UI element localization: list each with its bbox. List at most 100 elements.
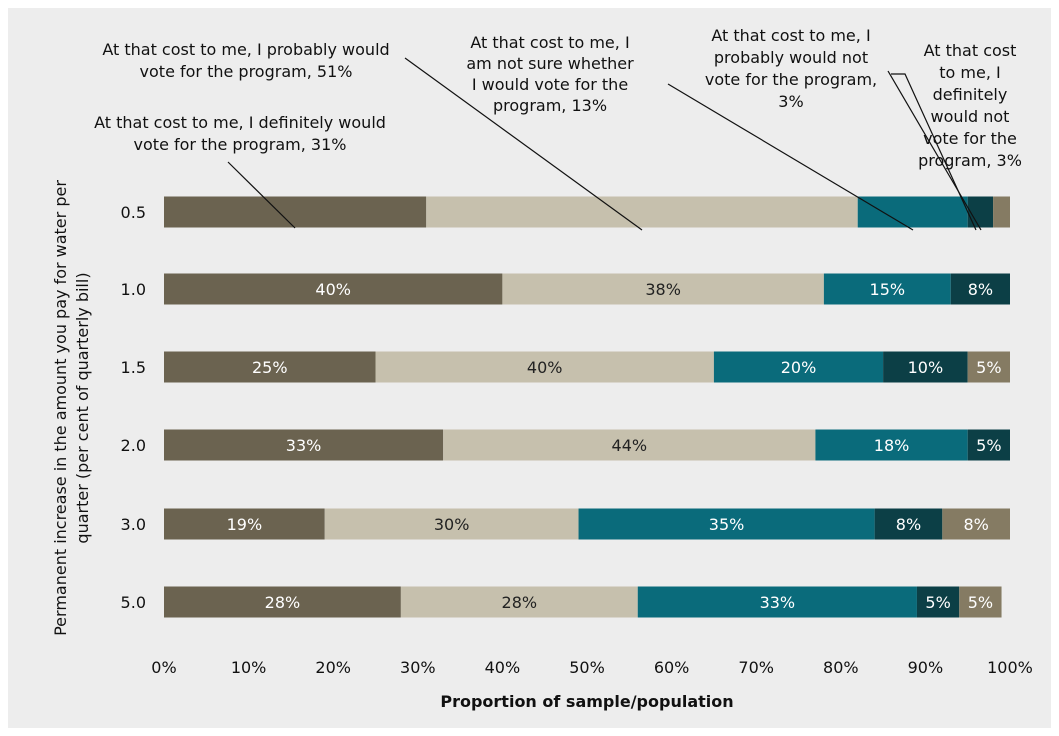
bar-segment bbox=[578, 508, 875, 540]
bar-segment bbox=[164, 508, 325, 540]
x-axis-title: Proportion of sample/population bbox=[440, 692, 733, 711]
annotation-text: 3% bbox=[778, 92, 803, 111]
x-tick-label: 50% bbox=[569, 658, 605, 677]
data-label: 20% bbox=[781, 358, 817, 377]
annotation-text: vote for the program, 51% bbox=[140, 62, 353, 81]
data-label: 18% bbox=[874, 436, 910, 455]
bar-segment bbox=[942, 508, 1010, 540]
data-label: 38% bbox=[645, 280, 681, 299]
x-tick-label: 70% bbox=[738, 658, 774, 677]
bar-segment bbox=[874, 508, 943, 540]
annotation-text: vote for the bbox=[923, 129, 1017, 148]
data-label: 8% bbox=[896, 515, 921, 534]
data-label: 5% bbox=[976, 358, 1001, 377]
leader-line bbox=[227, 161, 296, 229]
data-label: 5% bbox=[976, 436, 1001, 455]
data-label: 33% bbox=[286, 436, 322, 455]
x-tick-label: 80% bbox=[823, 658, 859, 677]
annotation-text: At that cost to me, I bbox=[470, 33, 629, 52]
data-label: 8% bbox=[968, 280, 993, 299]
bar-segment bbox=[950, 273, 1010, 305]
bar-segment bbox=[959, 586, 1002, 618]
annotation-text: At that cost to me, I definitely would bbox=[94, 113, 386, 132]
bar-segment bbox=[993, 196, 1010, 228]
y-tick-label: 2.0 bbox=[121, 436, 146, 455]
data-label: 33% bbox=[760, 593, 796, 612]
y-axis-title: Permanent increase in the amount you pay… bbox=[51, 180, 70, 636]
x-tick-label: 60% bbox=[654, 658, 690, 677]
bar-segment bbox=[164, 273, 503, 305]
annotation-text: program, 3% bbox=[918, 151, 1022, 170]
annotation-text: program, 13% bbox=[493, 96, 607, 115]
bar-segment bbox=[713, 351, 884, 383]
x-tick-label: 30% bbox=[400, 658, 436, 677]
annotation-text: At that cost to me, I bbox=[711, 26, 870, 45]
annotation-text: would not bbox=[931, 107, 1010, 126]
data-label: 28% bbox=[265, 593, 301, 612]
annotation-text: to me, I bbox=[939, 63, 1000, 82]
bar-segment bbox=[375, 351, 714, 383]
annotation-text: probably would not bbox=[714, 48, 868, 67]
leader-line bbox=[887, 70, 982, 231]
axis-layer: 0% 10% 20% 30% 40% 50% 60% 70% 80% 90% 100% 0.5 1.0 1… bbox=[51, 180, 1033, 677]
bar-segment bbox=[164, 429, 444, 461]
bar-segment bbox=[857, 196, 968, 228]
bar-segment bbox=[823, 273, 951, 305]
data-label: 5% bbox=[968, 593, 993, 612]
x-tick-label: 10% bbox=[231, 658, 267, 677]
annotations-layer: At that cost to me, I definitely would vo… bbox=[94, 26, 1022, 170]
data-label: 35% bbox=[709, 515, 745, 534]
x-tick-label: 100% bbox=[987, 658, 1033, 677]
bar-segment bbox=[916, 586, 960, 618]
y-tick-label: 0.5 bbox=[121, 203, 146, 222]
y-tick-label: 5.0 bbox=[121, 593, 146, 612]
y-axis-title: quarter (per cent of quarterly bill) bbox=[73, 272, 92, 543]
stacked-bar-chart: 0% 10% 20% 30% 40% 50% 60% 70% 80% 90% 100% 0.5 1.0 1… bbox=[51, 26, 1033, 711]
x-tick-label: 0% bbox=[151, 658, 176, 677]
annotation-text: am not sure whether bbox=[466, 54, 634, 73]
annotation-text: vote for the program, 31% bbox=[134, 135, 347, 154]
y-tick-label: 1.0 bbox=[121, 280, 146, 299]
annotation-text: At that cost bbox=[924, 41, 1017, 60]
data-label: 44% bbox=[612, 436, 648, 455]
bar-segment bbox=[400, 586, 638, 618]
annotation-text: At that cost to me, I probably would bbox=[102, 40, 389, 59]
annotation-text: I would vote for the bbox=[472, 75, 628, 94]
data-label: 40% bbox=[527, 358, 563, 377]
data-label: 10% bbox=[908, 358, 944, 377]
annotation-text: vote for the program, bbox=[705, 70, 877, 89]
bar-segment bbox=[967, 196, 994, 228]
leader-lines-layer bbox=[227, 57, 982, 231]
bar-segment bbox=[164, 586, 401, 618]
chart-panel: 0% 10% 20% 30% 40% 50% 60% 70% 80% 90% 100% 0.5 1.0 1… bbox=[8, 8, 1051, 728]
bar-segment bbox=[164, 196, 427, 228]
leader-line bbox=[667, 83, 914, 231]
data-label: 25% bbox=[252, 358, 288, 377]
bars-layer: 40% 38% 15% 8% 25% 40% 20% 10% 5% 33% 44% 18% 5% 19% 3… bbox=[164, 196, 1010, 618]
bar-segment bbox=[324, 508, 579, 540]
bar-segment bbox=[967, 351, 1010, 383]
bar-segment bbox=[164, 351, 376, 383]
data-label: 8% bbox=[963, 515, 988, 534]
bar-segment bbox=[815, 429, 968, 461]
data-label: 40% bbox=[315, 280, 351, 299]
bar-segment bbox=[637, 586, 917, 618]
bar-segment bbox=[967, 429, 1010, 461]
y-tick-label: 3.0 bbox=[121, 515, 146, 534]
x-tick-label: 20% bbox=[315, 658, 351, 677]
data-label: 5% bbox=[925, 593, 950, 612]
x-tick-label: 90% bbox=[908, 658, 944, 677]
leader-line bbox=[404, 57, 643, 231]
leader-line bbox=[891, 73, 977, 231]
bar-segment bbox=[502, 273, 824, 305]
data-label: 15% bbox=[870, 280, 906, 299]
y-tick-label: 1.5 bbox=[121, 358, 146, 377]
annotation-text: definitely bbox=[933, 85, 1008, 104]
x-tick-label: 40% bbox=[485, 658, 521, 677]
data-label: 28% bbox=[502, 593, 538, 612]
bar-segment bbox=[883, 351, 968, 383]
data-label: 30% bbox=[434, 515, 470, 534]
bar-segment bbox=[443, 429, 816, 461]
bar-segment bbox=[426, 196, 858, 228]
data-label: 19% bbox=[227, 515, 263, 534]
